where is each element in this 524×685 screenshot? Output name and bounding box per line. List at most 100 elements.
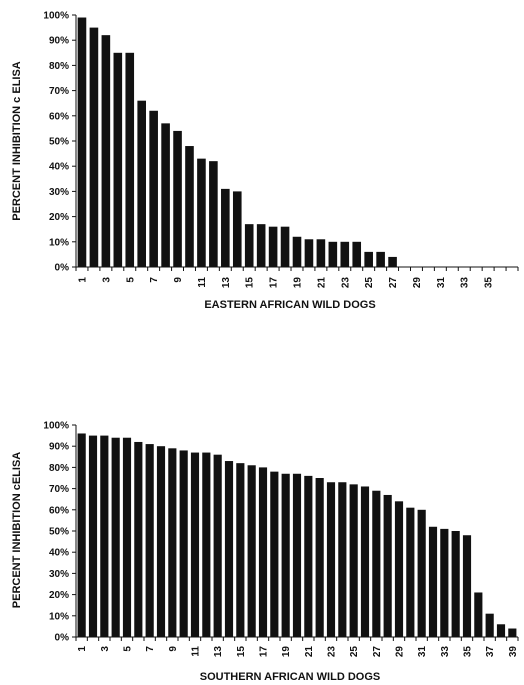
eastern-bar — [221, 188, 230, 267]
eastern-x-tick-label: 23 — [340, 277, 351, 289]
eastern-bar — [77, 17, 87, 267]
southern-y-tick-label: 30% — [49, 569, 69, 580]
eastern-x-tick-label: 29 — [412, 277, 423, 289]
eastern-bar — [113, 52, 123, 267]
southern-x-tick-label: 13 — [213, 646, 224, 658]
eastern-x-tick-label: 3 — [101, 277, 112, 283]
southern-bar — [508, 628, 517, 637]
southern-y-tick-label: 70% — [49, 484, 69, 495]
eastern-bar — [352, 241, 362, 267]
southern-bar — [451, 531, 460, 637]
southern-y-tick-label: 50% — [49, 527, 69, 538]
southern-chart: PERCENT INHIBITION cELISA SOUTHERN AFRIC… — [11, 421, 519, 684]
eastern-bar — [173, 130, 182, 267]
southern-bar — [383, 494, 392, 637]
southern-x-tick-label: 5 — [123, 646, 134, 652]
southern-x-tick-label: 25 — [349, 646, 360, 658]
eastern-y-tick-label: 100% — [43, 11, 69, 22]
southern-bar — [145, 444, 154, 637]
southern-bar — [258, 467, 268, 637]
southern-bar — [202, 452, 211, 637]
eastern-y-tick-label: 20% — [49, 212, 69, 223]
southern-y-tick-label: 90% — [49, 442, 69, 453]
eastern-y-tick-label: 70% — [49, 86, 69, 97]
southern-x-tick-label: 21 — [304, 646, 315, 658]
southern-x-tick-label: 29 — [395, 646, 406, 658]
southern-x-tick-label: 33 — [440, 646, 451, 658]
southern-bar — [440, 528, 449, 637]
southern-bar — [270, 471, 279, 637]
southern-x-tick-label: 37 — [485, 646, 496, 658]
eastern-x-tick-label: 19 — [293, 277, 304, 289]
southern-x-tick-label: 39 — [508, 646, 519, 658]
southern-bar — [224, 461, 234, 637]
eastern-chart: PERCENT INHIBITION c ELISA EASTERN AFRIC… — [11, 11, 519, 311]
eastern-x-tick-label: 31 — [436, 277, 447, 289]
southern-x-tick-label: 7 — [145, 646, 156, 652]
eastern-x-tick-label: 21 — [316, 277, 327, 289]
eastern-x-tick-label: 9 — [173, 277, 184, 283]
southern-bar — [496, 624, 506, 637]
eastern-bar — [340, 241, 350, 267]
southern-y-tick-label: 80% — [49, 463, 69, 474]
eastern-bar — [197, 158, 206, 267]
southern-bar — [88, 435, 98, 637]
southern-y-tick-label: 10% — [49, 611, 69, 622]
southern-bar — [338, 482, 347, 637]
southern-bar — [100, 435, 109, 637]
eastern-bar — [244, 224, 254, 267]
eastern-bar — [149, 110, 158, 267]
southern-y-tick-label: 20% — [49, 590, 69, 601]
southern-x-tick-label: 17 — [259, 646, 270, 658]
eastern-x-tick-label: 13 — [221, 277, 232, 289]
southern-y-tick-label: 40% — [49, 548, 69, 559]
eastern-bar — [376, 251, 385, 267]
eastern-bar — [304, 239, 314, 267]
southern-x-tick-label: 31 — [417, 646, 428, 658]
southern-bar — [406, 507, 415, 637]
eastern-bar — [161, 123, 170, 267]
eastern-bar — [328, 241, 338, 267]
eastern-bar — [125, 52, 135, 267]
eastern-x-tick-label: 17 — [269, 277, 280, 289]
eastern-x-tick-label: 1 — [77, 277, 88, 283]
eastern-y-tick-label: 0% — [55, 263, 70, 274]
southern-bar — [122, 437, 132, 637]
southern-x-tick-label: 19 — [281, 646, 292, 658]
southern-bar — [428, 526, 438, 637]
eastern-y-tick-label: 30% — [49, 187, 69, 198]
eastern-y-tick-label: 60% — [49, 111, 69, 122]
southern-bar — [315, 478, 324, 637]
southern-bar — [111, 437, 120, 637]
southern-bar — [372, 490, 381, 637]
southern-y-tick-label: 0% — [55, 633, 70, 644]
southern-x-tick-label: 23 — [327, 646, 338, 658]
eastern-bar — [364, 251, 373, 267]
southern-bar — [213, 454, 222, 637]
southern-bar — [134, 441, 143, 637]
southern-bar — [349, 484, 358, 637]
southern-bar — [394, 501, 404, 637]
southern-x-tick-label: 9 — [168, 646, 179, 652]
southern-bar — [417, 509, 426, 637]
eastern-x-tick-label: 15 — [245, 277, 256, 289]
eastern-bar — [292, 236, 302, 267]
southern-bar — [179, 450, 188, 637]
southern-bar — [247, 465, 256, 637]
eastern-x-tick-label: 33 — [460, 277, 471, 289]
eastern-bar — [316, 239, 326, 267]
eastern-x-tick-label: 27 — [388, 277, 399, 289]
southern-x-tick-label: 27 — [372, 646, 383, 658]
eastern-bar — [209, 161, 218, 267]
southern-bar — [156, 446, 166, 637]
eastern-bar — [388, 256, 397, 267]
southern-bar — [326, 482, 336, 637]
eastern-bar — [137, 100, 147, 268]
eastern-x-axis-title: EASTERN AFRICAN WILD DOGS — [204, 299, 375, 311]
eastern-x-tick-label: 5 — [125, 277, 136, 283]
southern-bar — [236, 463, 245, 637]
eastern-y-tick-label: 90% — [49, 36, 69, 47]
southern-x-axis-title: SOUTHERN AFRICAN WILD DOGS — [200, 671, 380, 683]
eastern-x-tick-label: 25 — [364, 277, 375, 289]
